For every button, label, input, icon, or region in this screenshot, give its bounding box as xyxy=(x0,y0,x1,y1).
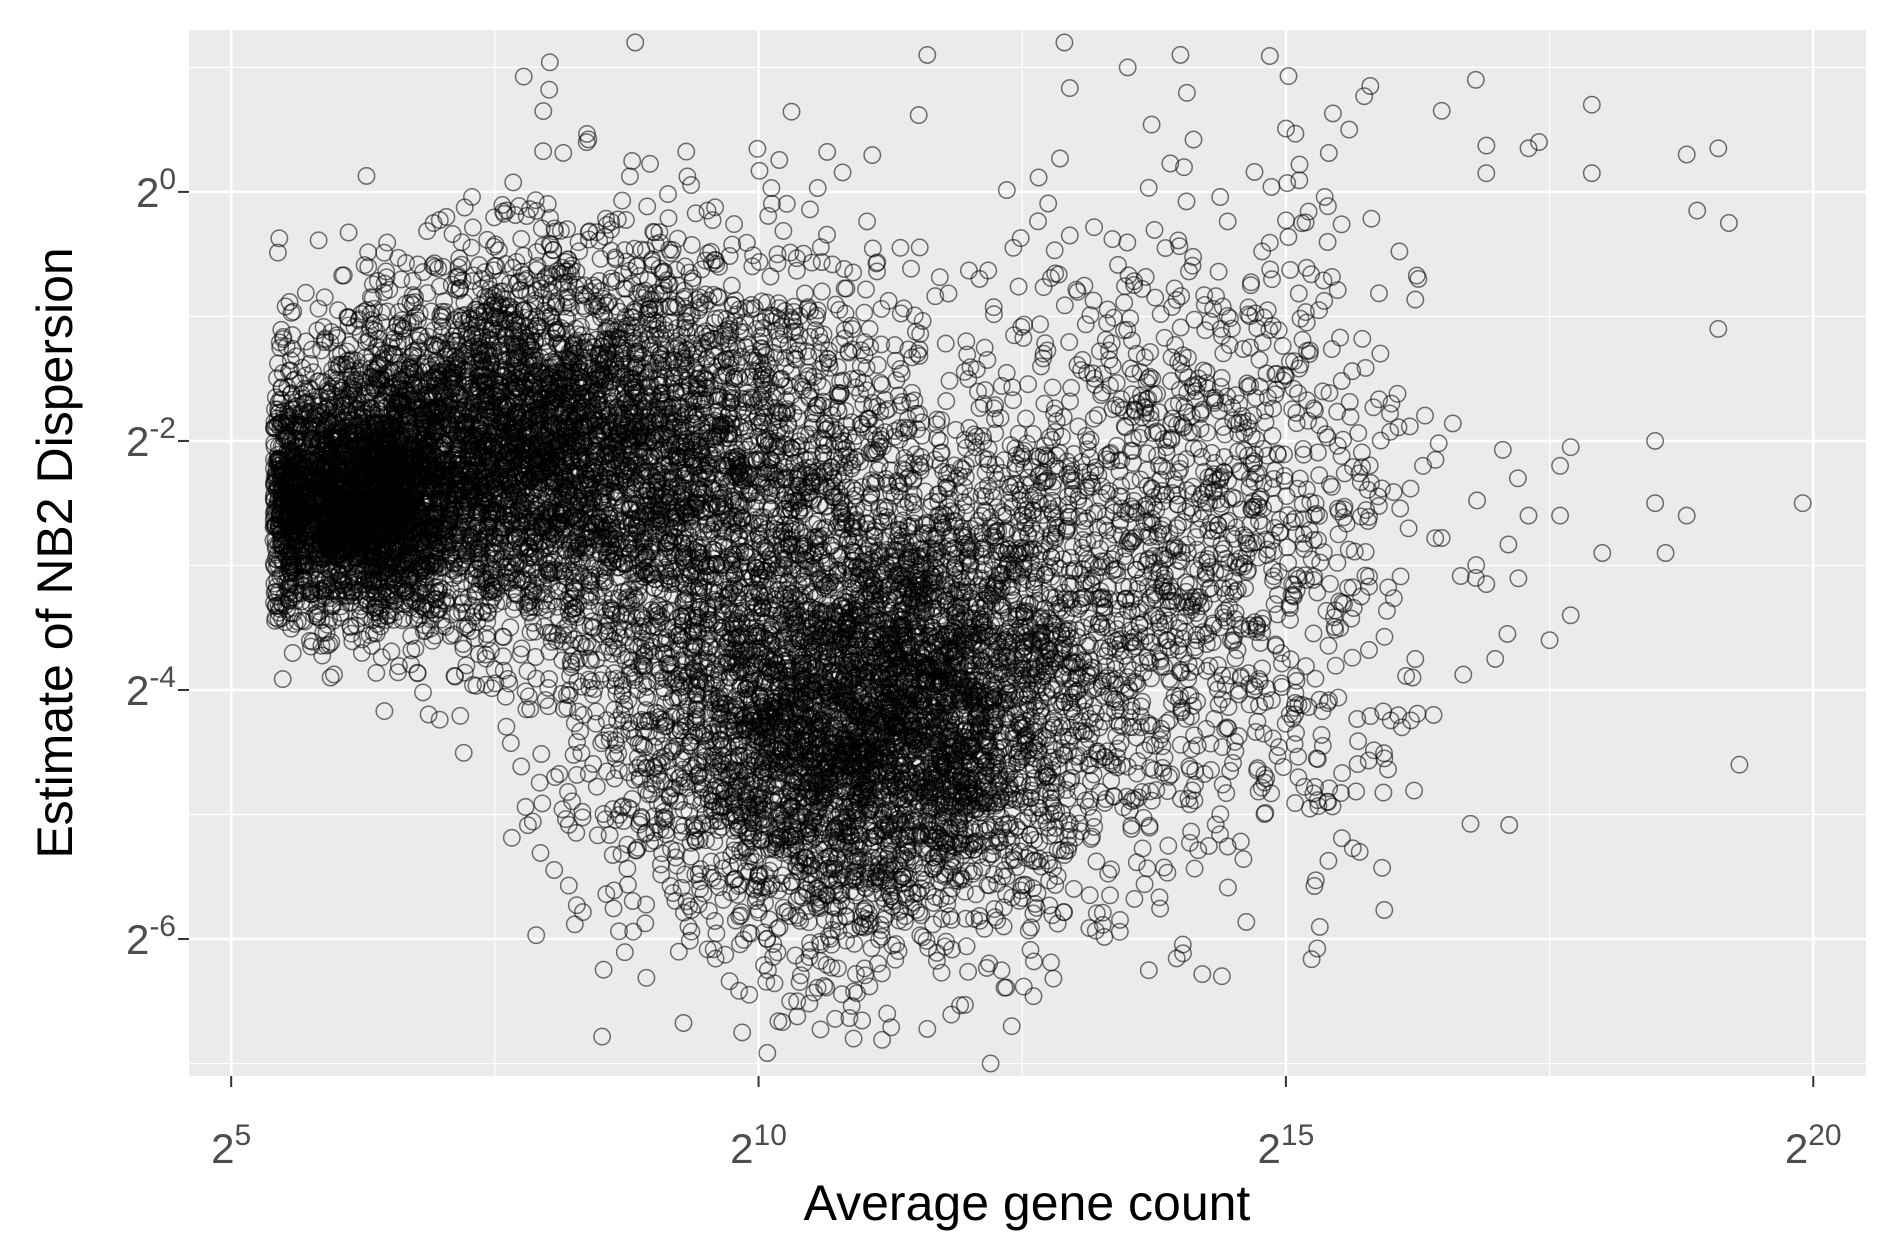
data-point xyxy=(283,644,302,662)
data-point xyxy=(352,643,371,662)
data-points xyxy=(264,33,1812,1073)
data-point xyxy=(321,668,340,687)
